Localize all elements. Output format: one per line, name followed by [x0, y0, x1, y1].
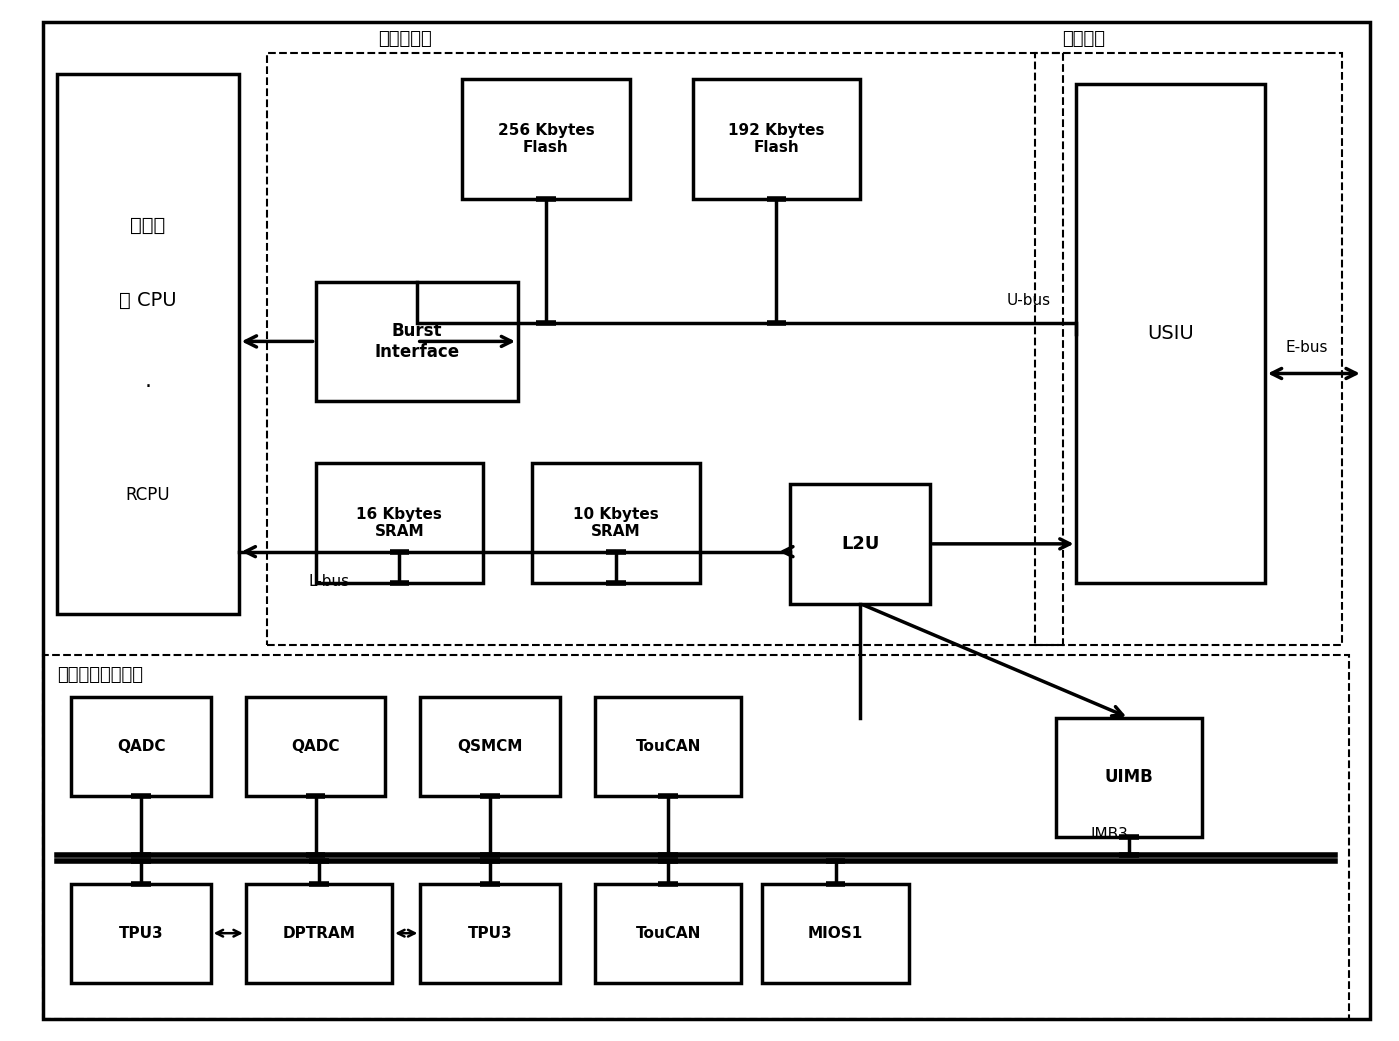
Bar	[267, 53, 1062, 645]
Bar	[420, 697, 560, 795]
Text: L2U: L2U	[841, 535, 879, 553]
Bar	[790, 484, 930, 604]
Text: 10 Kbytes
SRAM: 10 Kbytes SRAM	[572, 507, 659, 539]
Text: UIMB: UIMB	[1104, 768, 1153, 786]
Bar	[595, 697, 741, 795]
Text: RCPU: RCPU	[126, 486, 171, 504]
Bar	[43, 656, 1349, 1019]
Bar	[57, 74, 239, 614]
Text: MIOS1: MIOS1	[809, 925, 863, 941]
Text: TPU3: TPU3	[119, 925, 164, 941]
Bar	[71, 697, 211, 795]
Text: IMB3: IMB3	[1090, 828, 1129, 842]
Text: 16 Kbytes
SRAM: 16 Kbytes SRAM	[357, 507, 442, 539]
Bar	[71, 884, 211, 983]
Text: USIU: USIU	[1147, 324, 1195, 344]
Bar	[246, 697, 385, 795]
Bar	[462, 79, 630, 199]
Text: 内部存储器: 内部存储器	[378, 30, 432, 48]
Text: QADC: QADC	[116, 739, 165, 754]
Text: ·: ·	[144, 377, 151, 398]
Text: E-bus: E-bus	[1286, 339, 1329, 355]
Text: 256 Kbytes
Flash: 256 Kbytes Flash	[498, 123, 595, 155]
Bar	[762, 884, 909, 983]
Text: TPU3: TPU3	[467, 925, 512, 941]
Text: QADC: QADC	[291, 739, 340, 754]
Text: TouCAN: TouCAN	[635, 925, 701, 941]
Bar	[1055, 717, 1202, 837]
Text: Burst
Interface: Burst Interface	[374, 322, 459, 361]
Bar	[420, 884, 560, 983]
Text: 精简指: 精简指	[130, 215, 165, 234]
Text: 各种外部设备接口: 各种外部设备接口	[57, 666, 143, 684]
Text: U-bus: U-bus	[1007, 293, 1051, 308]
Text: DPTRAM: DPTRAM	[283, 925, 355, 941]
Bar	[595, 884, 741, 983]
Bar	[1035, 53, 1342, 645]
Text: QSMCM: QSMCM	[457, 739, 523, 754]
Text: 192 Kbytes
Flash: 192 Kbytes Flash	[727, 123, 824, 155]
Bar	[246, 884, 392, 983]
Bar	[532, 463, 700, 583]
Bar	[1076, 84, 1265, 583]
Text: 总线接口: 总线接口	[1062, 30, 1105, 48]
Text: 令 CPU: 令 CPU	[119, 291, 176, 310]
Bar	[316, 282, 518, 401]
Text: L-bus: L-bus	[309, 575, 350, 589]
Bar	[693, 79, 860, 199]
Bar	[316, 463, 483, 583]
Text: TouCAN: TouCAN	[635, 739, 701, 754]
